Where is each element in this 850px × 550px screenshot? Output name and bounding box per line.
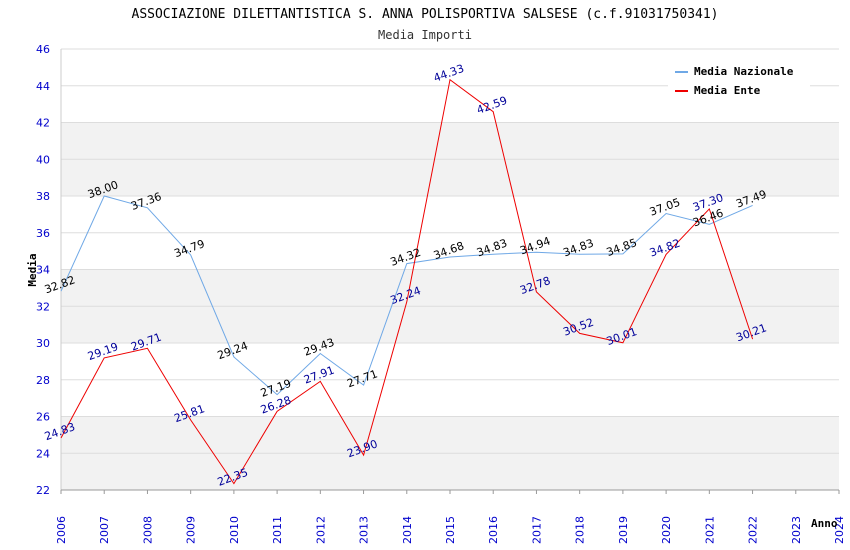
y-tick-label: 42 [36, 117, 50, 130]
y-tick-labels: 22 24 26 28 30 32 34 36 38 40 42 44 46 [36, 43, 50, 497]
y-tick-label: 40 [36, 153, 50, 166]
x-tick-label: 2011 [271, 516, 284, 544]
data-label-media-nazionale: 34.83 [561, 236, 595, 259]
y-tick-label: 24 [36, 447, 50, 460]
x-axis-label: Anno [811, 517, 838, 530]
x-tick-label: 2008 [141, 516, 154, 544]
y-tick-label: 44 [36, 80, 50, 93]
series-lines [60, 78, 754, 485]
background-band [61, 269, 839, 307]
y-tick-label: 22 [36, 484, 50, 497]
background-band [61, 306, 839, 343]
y-tick-label: 46 [36, 43, 50, 56]
y-tick-label: 26 [36, 411, 50, 424]
background-band [61, 122, 839, 160]
chart-title: ASSOCIAZIONE DILETTANTISTICA S. ANNA POL… [132, 7, 719, 22]
data-label-media-ente: 44.33 [432, 62, 466, 85]
y-tick-label: 32 [36, 300, 50, 313]
background-bands [61, 122, 839, 490]
x-tick-label: 2024 [833, 516, 846, 544]
x-tick-labels: 2006 2007 2008 2009 2010 2011 2012 2013 2014 2015… [55, 516, 846, 544]
background-band [61, 159, 839, 196]
x-tick-label: 2019 [617, 516, 630, 544]
x-tick-label: 2016 [487, 516, 500, 544]
legend-label-media-ente: Media Ente [694, 84, 761, 97]
x-tick-label: 2015 [444, 516, 457, 544]
x-tick-label: 2017 [530, 516, 543, 544]
y-tick-label: 30 [36, 337, 50, 350]
x-tick-label: 2021 [703, 516, 716, 544]
x-tick-label: 2013 [358, 516, 371, 544]
x-tick-label: 2014 [401, 516, 414, 544]
x-tick-label: 2006 [55, 516, 68, 544]
x-tick-label: 2023 [790, 516, 803, 544]
y-axis-label: Media [26, 253, 39, 286]
x-tick-label: 2018 [574, 516, 587, 544]
data-label-media-nazionale: 34.85 [605, 236, 639, 259]
axes [60, 49, 840, 494]
data-label-media-ente: 27.91 [302, 364, 336, 387]
series-line-media-ente [60, 78, 754, 485]
background-band [61, 416, 839, 454]
x-tick-label: 2009 [185, 516, 198, 544]
legend: Media Nazionale Media Ente [668, 59, 810, 101]
legend-box [668, 59, 810, 101]
data-label-media-nazionale: 27.71 [345, 367, 379, 390]
data-label-media-nazionale: 34.32 [389, 246, 423, 269]
x-tick-label: 2020 [660, 516, 673, 544]
data-label-media-ente: 42.59 [475, 94, 509, 117]
chart-subtitle: Media Importi [378, 28, 472, 42]
x-tick-label: 2012 [314, 516, 327, 544]
data-label-media-nazionale: 34.83 [475, 236, 509, 259]
y-tick-label: 34 [36, 264, 50, 277]
y-tick-label: 28 [36, 374, 50, 387]
x-tick-label: 2010 [228, 516, 241, 544]
x-tick-label: 2022 [747, 516, 760, 544]
series-line-media-nazionale [60, 195, 753, 396]
y-tick-label: 38 [36, 190, 50, 203]
data-label-media-nazionale: 34.68 [432, 239, 466, 262]
y-tick-label: 36 [36, 227, 50, 240]
x-tick-label: 2007 [98, 516, 111, 544]
legend-label-media-nazionale: Media Nazionale [694, 65, 794, 78]
background-band [61, 453, 839, 490]
